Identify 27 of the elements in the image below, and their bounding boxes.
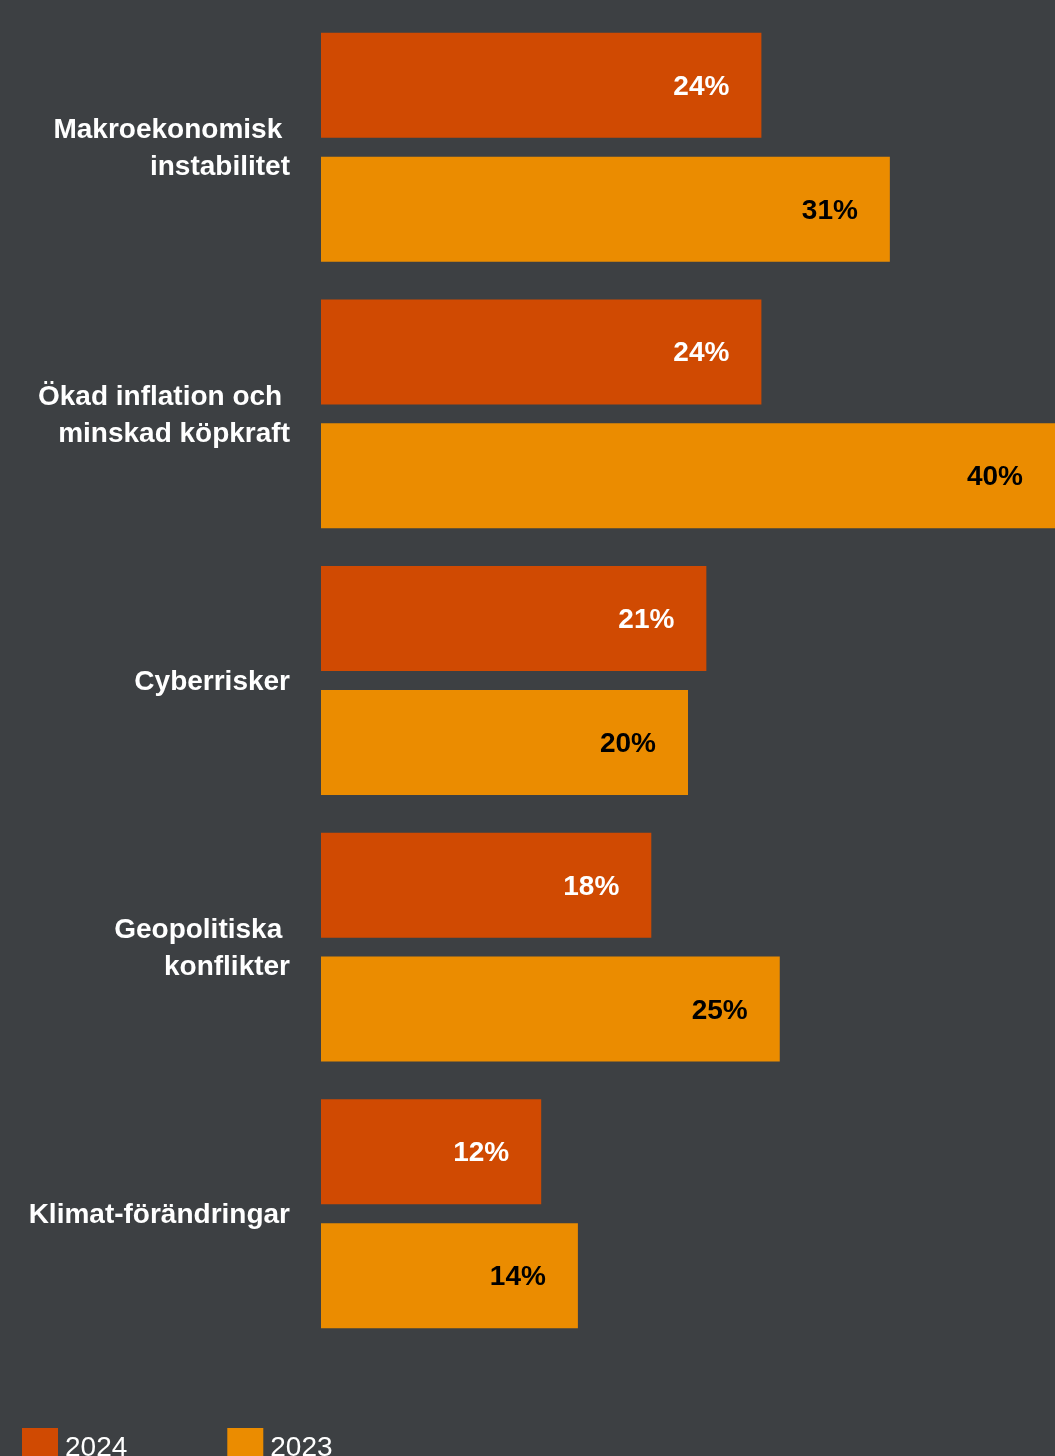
- data-label: 24%: [673, 69, 730, 101]
- legend-label: 2023: [270, 1430, 333, 1456]
- y-tick-label: Geopolitiska konflikter: [114, 913, 291, 982]
- y-tick-label: Klimat-förändringar: [28, 1198, 291, 1230]
- y-tick-label: Makroekonomisk instabilitet: [53, 113, 290, 182]
- bar: [321, 956, 780, 1062]
- legend-label: 2024: [65, 1430, 128, 1456]
- bar: [321, 689, 688, 795]
- y-tick-label: Cyberrisker: [134, 665, 291, 696]
- data-label: 21%: [618, 603, 675, 635]
- bar: [321, 566, 707, 672]
- data-label: 40%: [966, 460, 1024, 492]
- data-label: 31%: [801, 193, 858, 225]
- bar: [321, 156, 890, 262]
- data-label: 24%: [673, 336, 730, 368]
- data-label: 20%: [599, 726, 657, 758]
- data-label: 14%: [489, 1260, 546, 1292]
- bar: [321, 1223, 578, 1329]
- data-label: 12%: [453, 1136, 510, 1168]
- y-tick-label: Ökad inflation och minskad köpkraft: [37, 379, 290, 448]
- data-label: 25%: [691, 993, 748, 1025]
- bar: [321, 32, 762, 138]
- bar: [321, 423, 1055, 529]
- data-label: 18%: [563, 869, 620, 901]
- bar: [321, 832, 652, 938]
- bar: [321, 1099, 542, 1205]
- bar: [321, 299, 762, 405]
